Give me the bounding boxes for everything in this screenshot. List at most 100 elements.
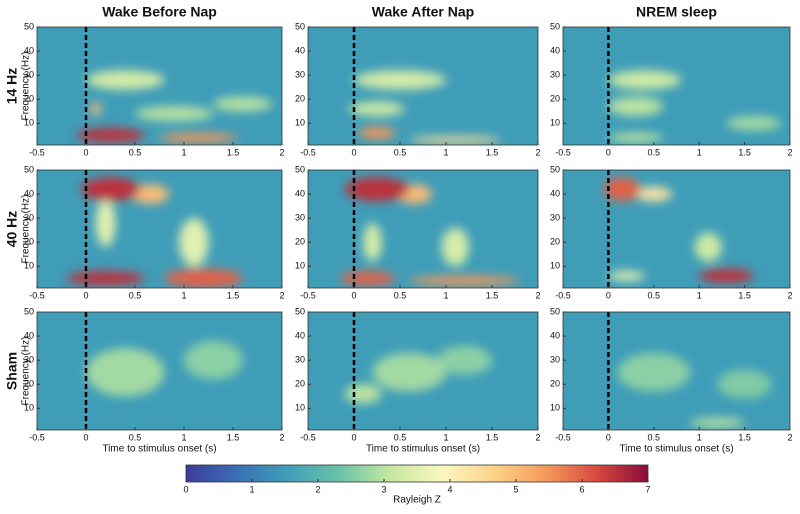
panel-frame bbox=[36, 26, 283, 146]
x-tick-label: 0 bbox=[83, 290, 88, 300]
heat-blob bbox=[164, 268, 243, 288]
blobs bbox=[344, 345, 492, 404]
heat-blob bbox=[66, 271, 145, 286]
y-tick-label: 50 bbox=[24, 21, 34, 31]
x-tick-label: 0.5 bbox=[394, 432, 407, 442]
y-tick-label: 10 bbox=[24, 261, 34, 271]
heat-blob bbox=[344, 177, 410, 202]
y-tick-label: 30 bbox=[295, 355, 305, 365]
heat-blob bbox=[95, 198, 116, 248]
x-tick-label: -0.5 bbox=[555, 290, 571, 300]
colorbar-tick-label: 7 bbox=[645, 484, 650, 494]
blobs bbox=[349, 70, 502, 144]
panel-frame bbox=[562, 311, 791, 431]
heat-blob bbox=[608, 271, 645, 281]
x-tick-label: 0.5 bbox=[129, 290, 142, 300]
x-tick-label: 1.5 bbox=[227, 147, 240, 157]
blobs bbox=[86, 340, 243, 397]
panel-background bbox=[563, 170, 790, 288]
x-tick-label: -0.5 bbox=[555, 432, 571, 442]
y-tick-label: 20 bbox=[550, 379, 560, 389]
panel-frame bbox=[562, 26, 791, 146]
heat-blob bbox=[81, 177, 140, 202]
heat-blob bbox=[184, 340, 243, 380]
heat-blob bbox=[726, 116, 781, 131]
x-tick-label: 0 bbox=[351, 290, 356, 300]
heat-blob bbox=[603, 177, 641, 202]
x-tick-label: 2 bbox=[535, 147, 540, 157]
heat-blob bbox=[213, 96, 273, 112]
y-tick-label: 10 bbox=[295, 118, 305, 128]
heat-blob bbox=[409, 275, 520, 286]
x-axis-label: Time to stimulus onset (s) bbox=[102, 444, 216, 455]
panel bbox=[37, 312, 282, 430]
x-tick-label: 1 bbox=[181, 147, 186, 157]
y-tick-label: 10 bbox=[24, 403, 34, 413]
x-tick-label: 0.5 bbox=[394, 290, 407, 300]
panel-frame bbox=[307, 169, 539, 289]
y-tick-label: 40 bbox=[295, 330, 305, 340]
heat-blob bbox=[608, 70, 682, 90]
column-title: NREM sleep bbox=[636, 4, 717, 20]
y-tick-label: 40 bbox=[24, 188, 34, 198]
x-tick-label: 1 bbox=[443, 432, 448, 442]
blobs bbox=[608, 70, 781, 143]
x-tick-label: -0.5 bbox=[29, 290, 45, 300]
panel bbox=[308, 27, 538, 145]
x-tick-label: 1 bbox=[443, 147, 448, 157]
y-tick-label: 10 bbox=[550, 118, 560, 128]
x-tick-label: 1 bbox=[443, 290, 448, 300]
x-tick-label: 2 bbox=[279, 147, 284, 157]
x-tick-label: 2 bbox=[279, 290, 284, 300]
panel-frame bbox=[307, 26, 539, 146]
heat-blob bbox=[354, 70, 446, 90]
heat-blob bbox=[344, 384, 382, 404]
heat-blob bbox=[690, 417, 745, 428]
heat-blob bbox=[76, 128, 145, 143]
x-tick-label: 1.5 bbox=[486, 290, 499, 300]
x-tick-label: 2 bbox=[535, 290, 540, 300]
panel-frame bbox=[307, 311, 539, 431]
heat-blob bbox=[372, 352, 447, 392]
colorbar-tick-label: 4 bbox=[447, 484, 452, 494]
colorbar-label: Rayleigh Z bbox=[393, 495, 441, 506]
panel-frame bbox=[36, 169, 283, 289]
y-tick-label: 20 bbox=[24, 94, 34, 104]
x-tick-label: 0 bbox=[83, 147, 88, 157]
heat-blob bbox=[90, 101, 101, 117]
y-tick-label: 20 bbox=[295, 379, 305, 389]
y-tick-label: 20 bbox=[550, 94, 560, 104]
panel-background bbox=[37, 27, 282, 145]
blobs bbox=[603, 177, 754, 284]
x-tick-label: 0 bbox=[83, 432, 88, 442]
panel-frame bbox=[562, 169, 791, 289]
y-tick-label: 40 bbox=[295, 45, 305, 55]
y-tick-label: 20 bbox=[550, 237, 560, 247]
y-tick-label: 20 bbox=[295, 94, 305, 104]
x-tick-label: 0.5 bbox=[648, 147, 661, 157]
blobs bbox=[76, 70, 273, 143]
y-tick-label: 30 bbox=[550, 355, 560, 365]
y-tick-label: 50 bbox=[295, 306, 305, 316]
y-tick-label: 50 bbox=[295, 164, 305, 174]
panel bbox=[308, 312, 538, 430]
panel bbox=[563, 312, 790, 430]
heat-blob bbox=[159, 132, 238, 143]
row-label: 14 Hz bbox=[4, 68, 20, 105]
colorbar bbox=[185, 464, 649, 483]
colorbar-tick-label: 6 bbox=[579, 484, 584, 494]
x-axis-label: Time to stimulus onset (s) bbox=[619, 444, 733, 455]
y-tick-label: 20 bbox=[24, 379, 34, 389]
y-tick-label: 30 bbox=[295, 213, 305, 223]
y-tick-label: 30 bbox=[550, 213, 560, 223]
y-tick-label: 40 bbox=[550, 188, 560, 198]
heat-blob bbox=[441, 227, 470, 267]
y-axis-label: Frequency (Hz) bbox=[21, 337, 32, 406]
y-tick-label: 40 bbox=[550, 45, 560, 55]
y-tick-label: 30 bbox=[24, 70, 34, 80]
y-tick-label: 30 bbox=[550, 70, 560, 80]
heat-blob bbox=[617, 352, 691, 392]
heat-blob bbox=[608, 132, 663, 143]
y-tick-label: 40 bbox=[295, 188, 305, 198]
